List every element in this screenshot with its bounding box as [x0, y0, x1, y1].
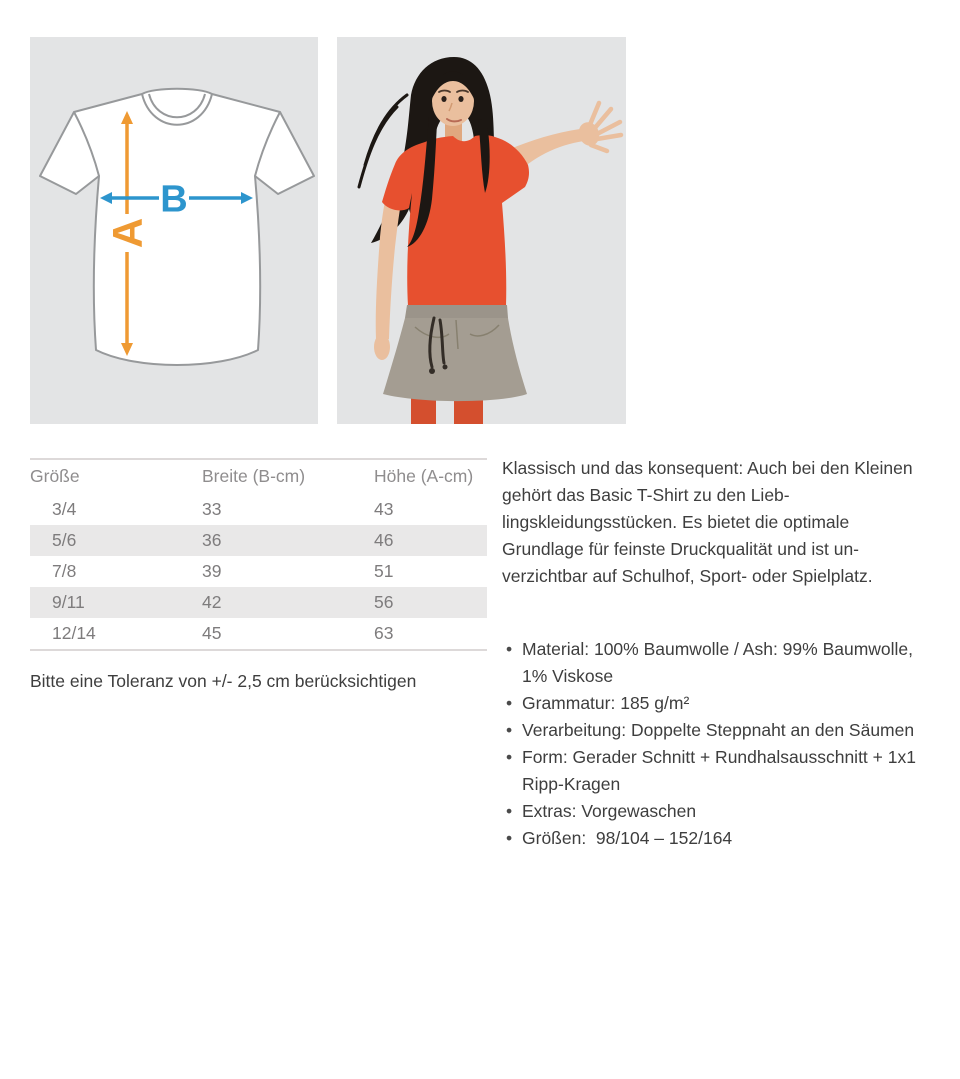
height-label: A — [104, 218, 151, 248]
detail-bullet-item: Material: 100% Baumwolle / Ash: 99% Baum… — [502, 636, 923, 690]
table-row: 12/14 45 63 — [30, 618, 487, 650]
width-label: B — [160, 179, 187, 221]
width-arrow-b: B — [100, 179, 253, 221]
product-model-photo — [337, 37, 626, 424]
table-row: 3/4 33 43 — [30, 494, 487, 525]
width-cell: 45 — [202, 623, 222, 643]
table-row: 7/8 39 51 — [30, 556, 487, 587]
size-table-header-cell: Höhe (A-cm) — [374, 466, 474, 486]
width-cell: 42 — [202, 592, 222, 612]
size-table-section: Größe Breite (B-cm) Höhe (A-cm) 3/4 33 43 … — [30, 458, 487, 692]
size-table-header: Größe Breite (B-cm) Höhe (A-cm) — [30, 459, 487, 494]
size-table-header-cell: Größe — [30, 466, 80, 486]
neck — [445, 121, 462, 141]
height-cell: 51 — [374, 561, 394, 581]
size-table-header-cell: Breite (B-cm) — [202, 466, 306, 486]
width-cell: 39 — [202, 561, 222, 581]
face-features — [431, 71, 475, 123]
detail-bullet-item: Größen: 98/104 – 152/164 — [502, 825, 923, 852]
face — [432, 76, 474, 126]
size-cell: 9/11 — [52, 592, 85, 612]
height-cell: 63 — [374, 623, 394, 643]
skirt — [383, 305, 527, 402]
size-table-header-row: Größe Breite (B-cm) Höhe (A-cm) — [30, 459, 487, 494]
size-cell: 7/8 — [52, 561, 77, 581]
tshirt-outline — [39, 87, 315, 366]
width-cell: 36 — [202, 530, 222, 550]
girl-wearing-tshirt-illustration — [337, 37, 626, 424]
tolerance-note: Bitte eine Toleranz von +/- 2,5 cm berüc… — [30, 671, 417, 691]
table-row: 5/6 36 46 — [30, 525, 487, 556]
description-paragraph: Klassisch und das konsequent: Auch bei d… — [502, 458, 913, 586]
tshirt — [382, 135, 529, 306]
size-cell: 3/4 — [52, 499, 77, 519]
size-table: Größe Breite (B-cm) Höhe (A-cm) 3/4 33 43 … — [30, 458, 487, 651]
drawstring — [428, 316, 446, 369]
product-details-list: Material: 100% Baumwolle / Ash: 99% Baum… — [502, 636, 923, 852]
hand-fingers — [586, 100, 624, 154]
size-table-body: 3/4 33 43 5/6 36 46 7/8 39 51 — [30, 494, 487, 650]
width-cell: 33 — [202, 499, 222, 519]
detail-bullet-item: Form: Gerader Schnitt + Rundhalsausschni… — [502, 744, 923, 798]
height-cell: 43 — [374, 499, 394, 519]
hair-front — [407, 117, 490, 247]
size-diagram-image: A B — [30, 37, 318, 424]
detail-bullet-item: Verarbeitung: Doppelte Steppnaht an den … — [502, 717, 923, 744]
tshirt-measurement-diagram-icon: A B — [30, 37, 318, 424]
size-cell: 12/14 — [52, 623, 96, 643]
detail-bullet-item: Extras: Vorgewaschen — [502, 798, 923, 825]
height-arrow-a: A — [104, 111, 151, 356]
height-cell: 46 — [374, 530, 394, 550]
height-cell: 56 — [374, 592, 394, 612]
product-description: Klassisch und das konsequent: Auch bei d… — [502, 455, 923, 852]
detail-bullet-item: Grammatur: 185 g/m² — [502, 690, 923, 717]
size-cell: 5/6 — [52, 530, 77, 550]
table-row: 9/11 42 56 — [30, 587, 487, 618]
